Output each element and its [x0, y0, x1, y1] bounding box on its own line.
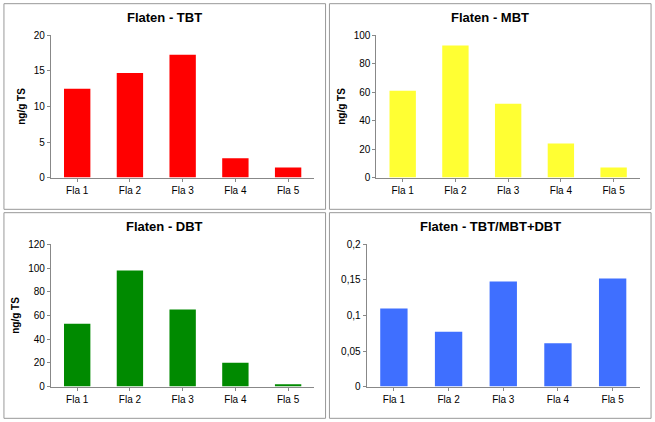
svg-text:40: 40 [34, 334, 46, 345]
svg-text:20: 20 [359, 144, 371, 155]
svg-text:Fla 4: Fla 4 [550, 185, 573, 196]
svg-text:60: 60 [359, 87, 371, 98]
svg-text:Fla 2: Fla 2 [119, 394, 142, 405]
svg-text:0,15: 0,15 [341, 274, 361, 285]
svg-text:Fla 2: Fla 2 [437, 394, 460, 405]
svg-text:Fla 5: Fla 5 [602, 394, 625, 405]
svg-text:80: 80 [359, 58, 371, 69]
svg-text:ng/g TS: ng/g TS [16, 88, 27, 125]
svg-text:Fla 4: Fla 4 [224, 394, 247, 405]
svg-text:0,1: 0,1 [347, 310, 361, 321]
svg-text:Fla 5: Fla 5 [602, 185, 625, 196]
svg-text:5: 5 [39, 137, 45, 148]
svg-text:Fla 5: Fla 5 [277, 394, 300, 405]
svg-text:10: 10 [34, 101, 46, 112]
svg-text:Fla 4: Fla 4 [224, 185, 247, 196]
svg-text:Fla 3: Fla 3 [492, 394, 515, 405]
svg-text:Fla 1: Fla 1 [392, 185, 415, 196]
svg-text:ng/g TS: ng/g TS [10, 297, 21, 334]
svg-text:Flaten - TBT/MBT+DBT: Flaten - TBT/MBT+DBT [420, 219, 561, 234]
svg-text:100: 100 [28, 263, 45, 274]
svg-text:20: 20 [34, 357, 46, 368]
svg-text:0: 0 [355, 381, 361, 392]
svg-text:40: 40 [359, 115, 371, 126]
svg-text:Flaten - TBT: Flaten - TBT [127, 10, 202, 25]
svg-text:0: 0 [39, 172, 45, 183]
svg-text:60: 60 [34, 310, 46, 321]
svg-text:80: 80 [34, 286, 46, 297]
svg-text:15: 15 [34, 65, 46, 76]
svg-text:Fla 1: Fla 1 [383, 394, 406, 405]
svg-text:Fla 1: Fla 1 [66, 185, 89, 196]
svg-text:Fla 2: Fla 2 [119, 185, 142, 196]
svg-text:ng/g TS: ng/g TS [336, 88, 347, 125]
svg-text:Fla 3: Fla 3 [172, 394, 195, 405]
svg-text:20: 20 [34, 30, 46, 41]
svg-text:0: 0 [39, 381, 45, 392]
svg-text:Flaten - MBT: Flaten - MBT [451, 10, 529, 25]
svg-text:120: 120 [28, 239, 45, 250]
svg-text:0: 0 [365, 172, 371, 183]
svg-text:Fla 3: Fla 3 [172, 185, 195, 196]
svg-text:Flaten - DBT: Flaten - DBT [126, 219, 203, 234]
svg-text:Fla 4: Fla 4 [547, 394, 570, 405]
svg-text:0,2: 0,2 [347, 239, 361, 250]
svg-text:0,05: 0,05 [341, 346, 361, 357]
svg-text:Fla 3: Fla 3 [497, 185, 520, 196]
svg-text:Fla 1: Fla 1 [66, 394, 89, 405]
svg-text:Fla 2: Fla 2 [444, 185, 467, 196]
svg-text:100: 100 [354, 30, 371, 41]
svg-text:Fla 5: Fla 5 [277, 185, 300, 196]
